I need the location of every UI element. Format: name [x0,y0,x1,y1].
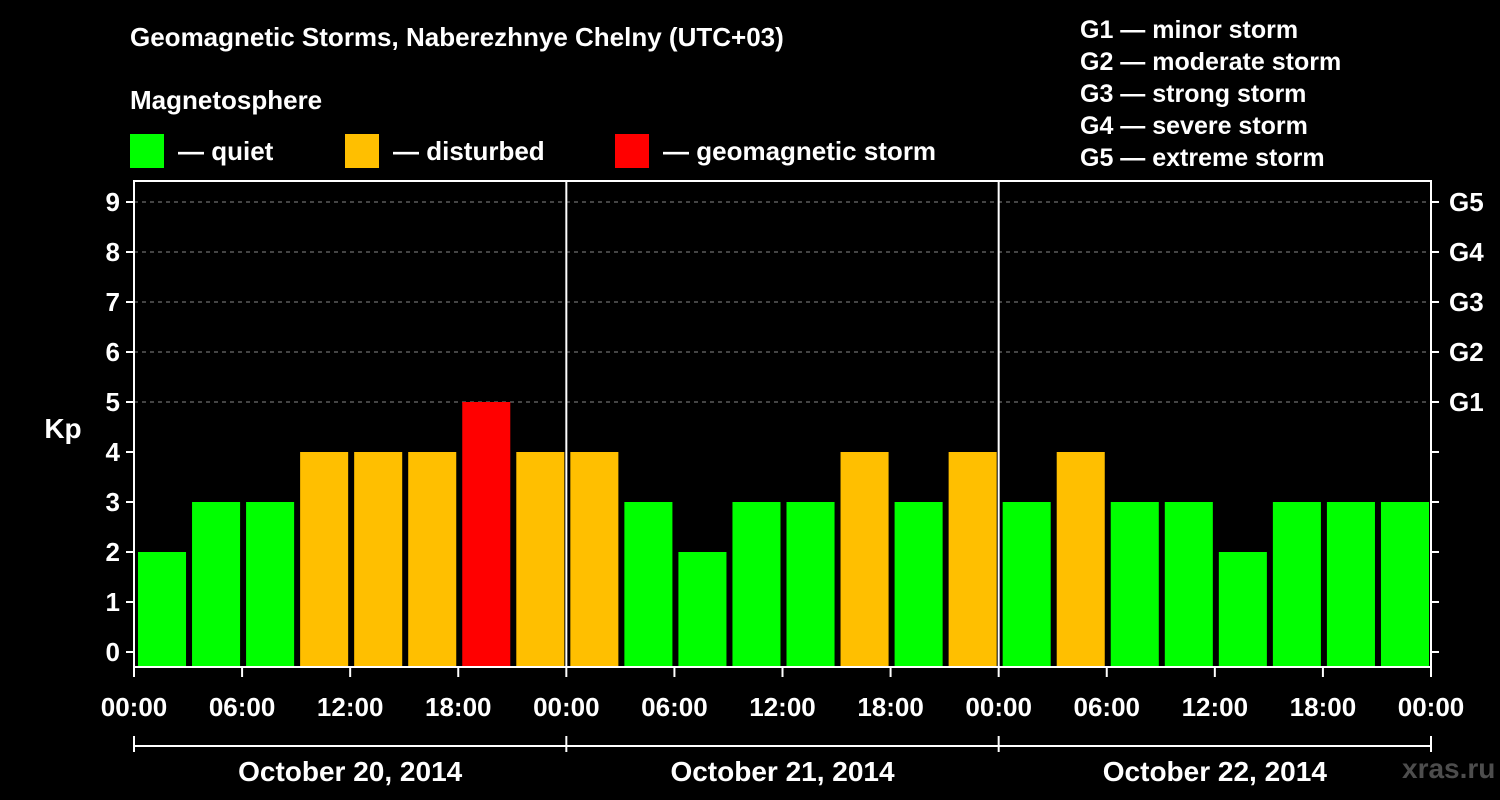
ytick-label-3: 3 [106,487,120,517]
legend-swatch-quiet [130,134,164,168]
bar-17 [1056,452,1105,667]
xtick-label-7: 18:00 [857,692,924,722]
ytick-label-1: 1 [106,587,120,617]
storm-level-g1: G1 — minor storm [1080,16,1299,44]
xtick-label-3: 18:00 [425,692,492,722]
bar-4 [354,452,403,667]
gscale-label-G2: G2 [1449,337,1484,367]
bar-13 [840,452,889,667]
legend-heading: Magnetosphere [130,85,323,115]
bar-0 [138,552,187,667]
y-axis-label: Kp [44,413,81,444]
bar-1 [192,502,241,667]
legend-item-quiet: — quiet [130,134,273,168]
bar-16 [1002,502,1051,667]
legend-item-storm: — geomagnetic storm [615,134,936,168]
xtick-label-6: 12:00 [749,692,816,722]
gscale-label-G3: G3 [1449,287,1484,317]
legend-label-storm: — geomagnetic storm [663,135,937,166]
watermark: xras.ru [1402,753,1496,784]
legend-label-quiet: — quiet [178,135,274,166]
bar-8 [570,452,619,667]
legend-item-disturbed: — disturbed [345,134,545,168]
bar-23 [1380,502,1429,667]
bar-21 [1272,502,1321,667]
storm-level-g5: G5 — extreme storm [1080,144,1325,172]
storm-level-list: G1 — minor storm G2 — moderate storm G3 … [1080,14,1341,174]
ytick-label-0: 0 [106,637,120,667]
ytick-label-6: 6 [106,337,120,367]
xtick-label-10: 12:00 [1182,692,1249,722]
xtick-label-12: 00:00 [1398,692,1465,722]
bar-5 [408,452,457,667]
bar-14 [894,502,943,667]
ytick-label-2: 2 [106,537,120,567]
legend-swatch-storm [615,134,649,168]
ytick-label-7: 7 [106,287,120,317]
storm-level-g2: G2 — moderate storm [1080,48,1342,76]
storm-level-g4: G4 — severe storm [1080,112,1308,140]
ytick-label-5: 5 [106,387,120,417]
legend-label-disturbed: — disturbed [393,135,545,166]
bar-12 [786,502,835,667]
gscale-label-G4: G4 [1449,237,1484,267]
xtick-label-0: 00:00 [101,692,168,722]
bar-20 [1218,552,1267,667]
bar-11 [732,502,781,667]
day-label-2: October 22, 2014 [1103,756,1328,787]
bar-3 [300,452,349,667]
bar-18 [1110,502,1159,667]
legend-swatch-disturbed [345,134,379,168]
xtick-label-8: 00:00 [965,692,1032,722]
bar-7 [516,452,565,667]
storm-level-g3: G3 — strong storm [1080,80,1307,108]
bar-19 [1164,502,1213,667]
xtick-label-1: 06:00 [209,692,276,722]
bar-6 [462,402,511,667]
ytick-label-9: 9 [106,187,120,217]
xtick-label-9: 06:00 [1074,692,1141,722]
day-label-0: October 20, 2014 [238,756,463,787]
bar-9 [624,502,673,667]
gscale-label-G5: G5 [1449,187,1484,217]
xtick-label-5: 06:00 [641,692,708,722]
ytick-label-4: 4 [106,437,121,467]
gscale-label-G1: G1 [1449,387,1484,417]
chart-title: Geomagnetic Storms, Naberezhnye Chelny (… [130,22,784,52]
ytick-label-8: 8 [106,237,120,267]
xtick-label-4: 00:00 [533,692,600,722]
bar-22 [1326,502,1375,667]
day-label-1: October 21, 2014 [670,756,895,787]
bar-2 [246,502,295,667]
bar-15 [948,452,997,667]
bar-10 [678,552,727,667]
xtick-label-2: 12:00 [317,692,384,722]
xtick-label-11: 18:00 [1290,692,1357,722]
